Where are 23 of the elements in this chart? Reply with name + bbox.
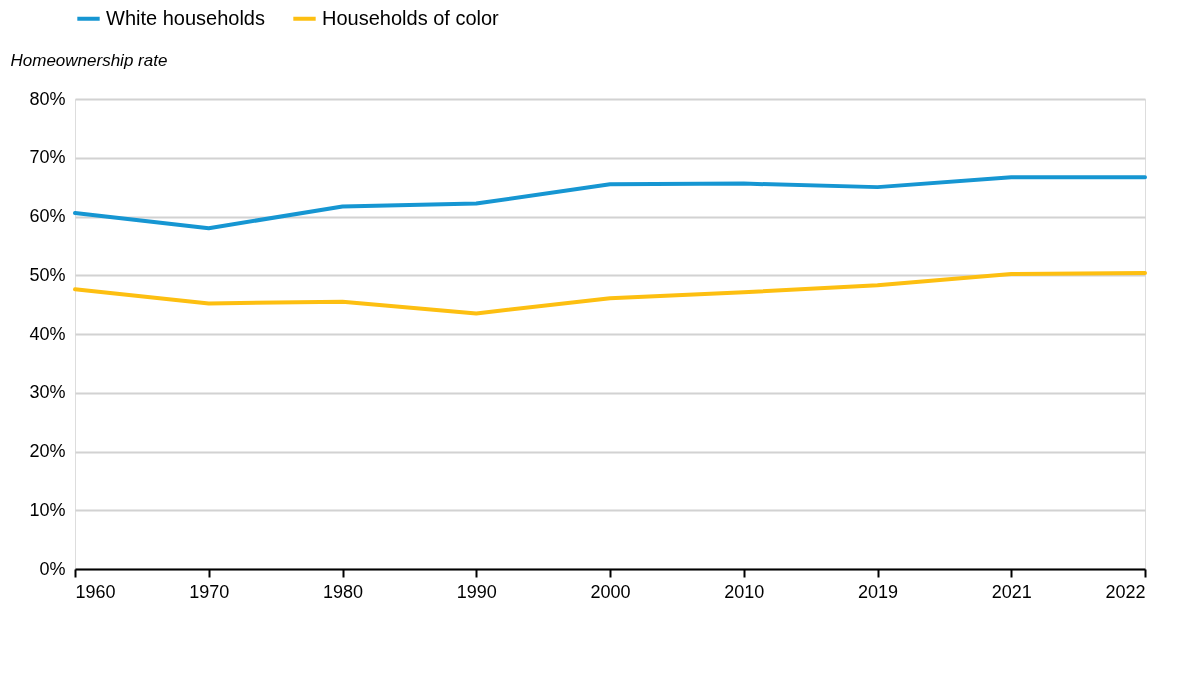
y-tick-label: 0%: [39, 558, 66, 579]
legend-label: White households: [106, 6, 265, 29]
line-series: [73, 270, 1147, 316]
y-tick-label: 70%: [29, 147, 66, 168]
x-tick-label: 1960: [75, 581, 116, 602]
x-tick-label: 2022: [1105, 581, 1146, 602]
x-tick-label: 1970: [189, 581, 230, 602]
line-series: [73, 175, 1147, 231]
legend-label: Households of color: [322, 6, 500, 29]
x-tick-label: 2010: [724, 581, 765, 602]
x-tick-label: 1990: [456, 581, 497, 602]
y-tick-label: 10%: [29, 499, 66, 520]
x-tick-label: 1980: [322, 581, 364, 602]
y-tick-label: 30%: [29, 382, 66, 403]
x-tick-label: 2000: [590, 581, 631, 602]
y-tick-label: 50%: [29, 264, 66, 285]
x-tick-label: 2019: [857, 581, 899, 602]
y-tick-label: 80%: [29, 88, 66, 109]
y-tick-label: 60%: [29, 206, 66, 226]
y-axis-title: Homeownership rate: [10, 50, 168, 70]
y-tick-label: 40%: [29, 323, 66, 344]
y-tick-label: 20%: [29, 441, 66, 461]
x-tick-label: 2021: [991, 581, 1032, 602]
